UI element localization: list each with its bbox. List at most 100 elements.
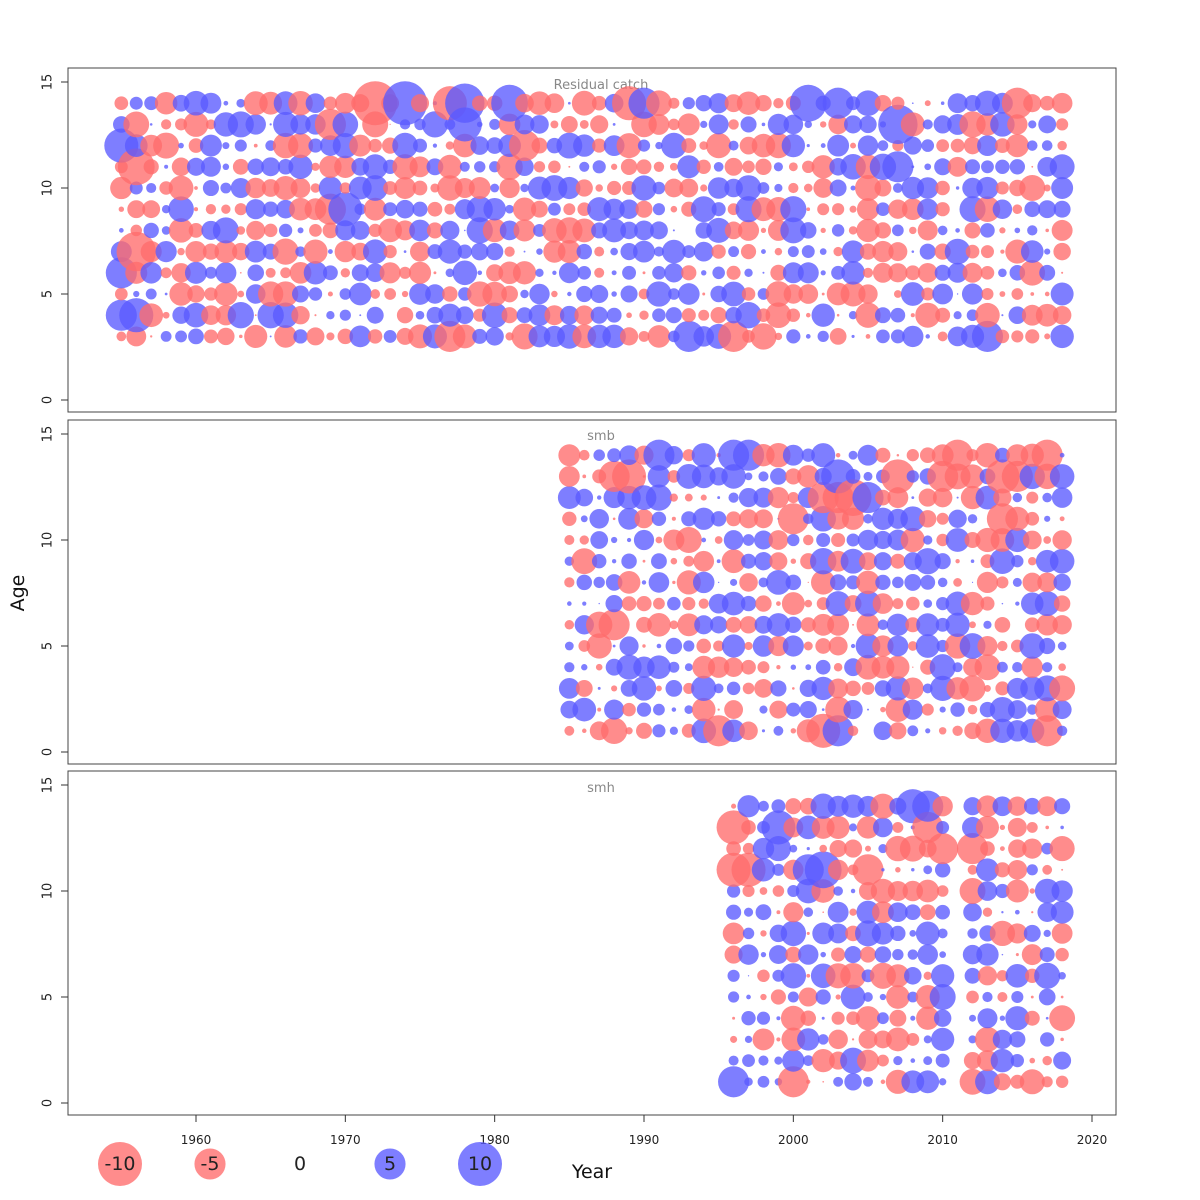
residual-bubble [989,548,1016,574]
residual-bubble [547,202,561,216]
residual-bubble [806,207,811,212]
residual-bubble [870,793,896,819]
residual-bubble [215,262,237,284]
residual-bubble [938,727,947,735]
residual-bubble [395,199,415,219]
residual-bubble [558,262,580,284]
residual-bubble [368,138,382,153]
residual-bubble [777,1066,809,1098]
residual-bubble [383,329,397,343]
residual-bubble [1042,1055,1052,1066]
residual-bubble [557,486,581,510]
residual-bubble [144,96,159,111]
residual-bubble [982,907,993,917]
residual-bubble [160,267,172,279]
residual-bubble [752,635,775,657]
residual-bubble [766,443,791,468]
residual-bubble [1060,1037,1064,1042]
residual-bubble [127,200,146,219]
residual-bubble [384,288,397,300]
residual-bubble [515,157,534,177]
residual-bubble [963,902,982,922]
residual-bubble [239,334,243,339]
residual-bubble [803,641,813,651]
residual-bubble [971,581,974,584]
residual-bubble [1026,821,1038,833]
residual-bubble [699,141,709,150]
y-tick-label: 0 [41,748,56,756]
residual-bubble [544,93,565,114]
residual-bubble [269,123,272,126]
residual-bubble [575,679,593,697]
residual-bubble [848,450,858,460]
residual-bubble [564,662,575,673]
residual-bubble [567,101,571,105]
residual-bubble [323,96,338,110]
residual-bubble [754,552,773,571]
residual-bubble [362,239,388,264]
residual-bubble [923,599,933,608]
residual-bubble [811,443,836,468]
residual-bubble [116,231,156,272]
residual-bubble [797,465,820,488]
legend-label: -5 [201,1153,220,1175]
residual-bubble [602,324,626,349]
residual-bubble [653,703,665,716]
residual-bubble [217,327,235,346]
residual-bubble [245,199,266,220]
residual-bubble [820,270,826,276]
residual-bubble [202,243,220,260]
residual-bubble [819,248,827,255]
legend-bubble [374,1148,406,1180]
residual-bubble [1038,115,1057,134]
residual-bubble [548,160,561,174]
residual-bubble [742,1054,755,1068]
residual-bubble [648,572,670,593]
residual-bubble [116,331,127,342]
residual-bubble [892,576,904,589]
residual-bubble [308,138,323,153]
residual-bubble [885,1027,910,1052]
residual-bubble [1058,972,1066,980]
residual-bubble [1040,1032,1055,1047]
residual-bubble [846,533,860,547]
residual-bubble [880,706,886,713]
residual-bubble [880,459,915,494]
residual-bubble [1043,184,1051,192]
residual-bubble [591,553,607,569]
residual-bubble [1050,282,1074,306]
residual-bubble [832,203,845,216]
residual-bubble [1041,140,1053,151]
residual-bubble [730,578,738,586]
residual-bubble [798,944,819,965]
residual-bubble [328,192,363,227]
residual-bubble [322,265,338,281]
residual-bubble [806,144,810,148]
residual-bubble [1044,291,1050,297]
residual-bubble [746,994,751,1000]
residual-bubble [1053,595,1071,612]
residual-bubble [976,176,999,200]
residual-bubble [188,328,204,345]
residual-bubble [963,1051,982,1070]
residual-bubble [799,701,817,719]
residual-bubble [981,160,994,174]
residual-bubble [581,664,588,671]
residual-bubble [761,249,766,255]
residual-bubble [1049,836,1075,862]
residual-bubble [750,323,777,350]
residual-bubble [401,290,409,298]
residual-bubble [649,221,668,240]
residual-bubble [1060,995,1064,999]
residual-bubble [392,154,418,180]
residual-bubble [743,907,754,917]
residual-bubble [1005,527,1030,553]
residual-bubble [337,328,354,345]
residual-bubble [820,143,826,149]
residual-bubble [293,329,308,344]
residual-bubble [806,931,810,935]
residual-bubble [1007,817,1027,837]
residual-bubble [804,599,813,608]
residual-bubble [669,493,678,502]
residual-bubble [831,532,846,548]
